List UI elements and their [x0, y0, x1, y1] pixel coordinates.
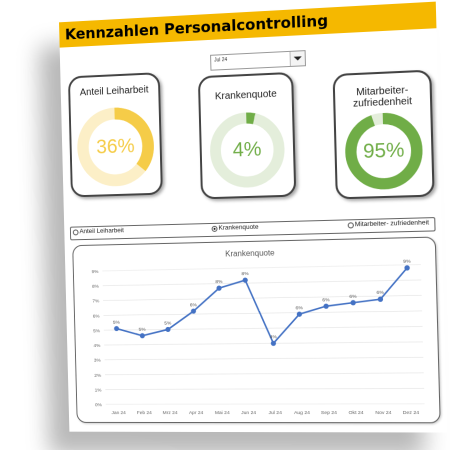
data-label: 5%	[113, 320, 121, 326]
line-chart: Krankenquote 0% 1% 2% 3% 4% 5% 6% 7% 8% 9% Jan 24 F…	[73, 238, 439, 423]
data-label: 6%	[190, 302, 198, 308]
gridline	[103, 311, 422, 315]
y-tick-label: 4%	[93, 343, 101, 349]
data-point	[323, 303, 328, 308]
month-dropdown[interactable]: Jul 24	[210, 50, 306, 71]
title-bar: Kennzahlen Personalcontrolling	[59, 2, 436, 48]
gridline	[105, 373, 424, 375]
gridline	[102, 265, 421, 271]
radio-button[interactable]	[212, 225, 218, 231]
radio-label: Krankenquote	[218, 224, 258, 232]
data-label: 9%	[403, 259, 411, 265]
y-tick-label: 2%	[94, 373, 102, 379]
radio-label: Mitarbeiter- zufriedenheit	[355, 219, 429, 228]
radio-zufriedenheit[interactable]: Mitarbeiter- zufriedenheit	[348, 219, 430, 228]
radio-button[interactable]	[348, 222, 354, 228]
kpi-value: 4%	[201, 137, 293, 163]
y-tick-label: 8%	[92, 284, 100, 290]
x-tick-label: Dez 24	[403, 410, 420, 416]
radio-leiharbeit[interactable]: Anteil Leiharbeit	[73, 227, 124, 235]
y-tick-label: 5%	[93, 328, 101, 334]
data-label: 8%	[215, 279, 223, 285]
kpi-card-krankenquote: Krankenquote 4%	[198, 72, 296, 200]
kpi-card-leiharbeit: Anteil Leiharbeit 36%	[68, 72, 163, 197]
data-point	[114, 326, 119, 331]
kpi-value: 95%	[336, 138, 431, 165]
radio-button[interactable]	[73, 229, 79, 235]
y-tick-label: 1%	[95, 387, 103, 393]
x-tick-label: Nov 24	[375, 410, 392, 416]
data-label: 6%	[376, 290, 384, 296]
data-point	[140, 333, 145, 338]
gridline	[104, 326, 423, 330]
x-tick-label: Sep 24	[321, 410, 337, 416]
data-point	[243, 278, 248, 283]
chevron-down-icon[interactable]	[290, 51, 305, 66]
data-label: 5%	[164, 320, 172, 326]
x-tick-label: Okt 24	[348, 410, 363, 416]
x-tick-label: Apr 24	[189, 410, 204, 416]
x-tick-label: Aug 24	[294, 410, 310, 416]
data-label: 8%	[241, 271, 249, 277]
x-tick-label: Feb 24	[137, 410, 152, 416]
dashboard-sheet: Kennzahlen Personalcontrolling Jul 24 An…	[59, 2, 447, 433]
kpi-card-zufriedenheit: Mitarbeiter- zufriedenheit 95%	[333, 70, 435, 200]
line-chart-container: Krankenquote 0% 1% 2% 3% 4% 5% 6% 7% 8% 9% Jan 24 F…	[72, 237, 440, 424]
gridline	[105, 388, 424, 389]
x-tick-label: Jun 24	[241, 410, 256, 416]
y-tick-label: 3%	[94, 358, 102, 364]
data-label: 5%	[139, 327, 147, 333]
month-dropdown-value: Jul 24	[214, 57, 227, 64]
kpi-label: Krankenquote	[200, 88, 292, 103]
data-label: 6%	[322, 297, 330, 303]
x-tick-label: Mai 24	[215, 410, 230, 416]
y-tick-label: 7%	[92, 299, 100, 305]
radio-krankenquote[interactable]: Krankenquote	[212, 224, 259, 232]
x-tick-label: Jul 24	[268, 410, 282, 416]
gridline	[104, 342, 423, 345]
y-tick-label: 6%	[93, 313, 101, 319]
page-title: Kennzahlen Personalcontrolling	[65, 12, 329, 44]
x-tick-label: Mrz 24	[163, 410, 178, 416]
data-point	[350, 300, 355, 305]
gridline	[105, 357, 424, 359]
data-label: 6%	[349, 293, 357, 299]
radio-label: Anteil Leiharbeit	[79, 227, 124, 235]
kpi-value: 36%	[71, 134, 160, 160]
gridline	[103, 280, 422, 286]
chart-title: Krankenquote	[225, 248, 275, 258]
data-label: 4%	[270, 334, 278, 340]
x-tick-label: Jan 24	[111, 410, 126, 416]
series-line	[115, 268, 409, 345]
y-tick-label: 9%	[92, 269, 100, 275]
y-tick-label: 0%	[95, 402, 103, 408]
data-label: 6%	[296, 305, 304, 311]
kpi-label: Anteil Leiharbeit	[70, 84, 158, 99]
